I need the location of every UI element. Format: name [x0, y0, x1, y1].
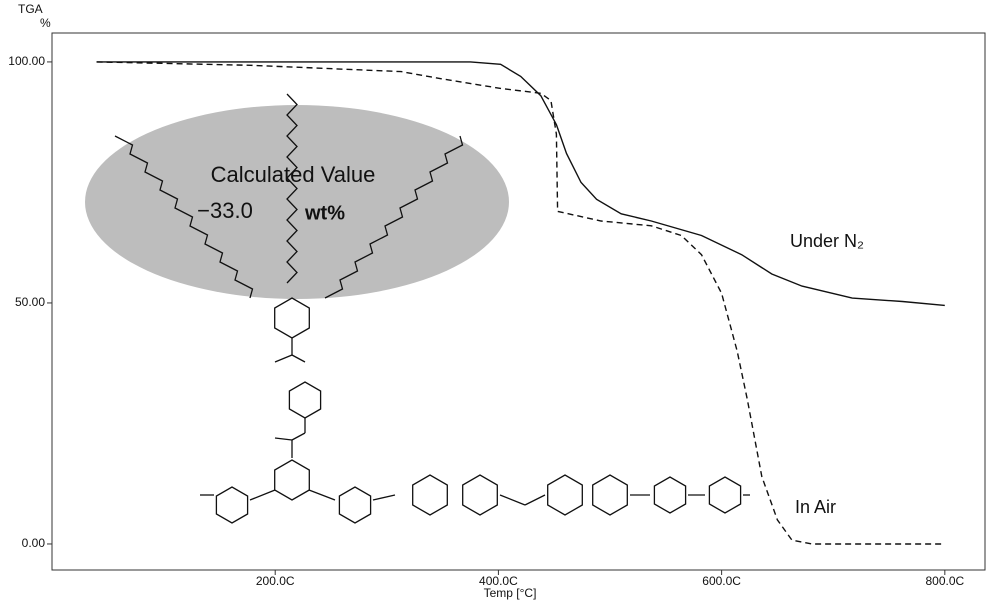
alkyl-chain: [114, 135, 254, 299]
bond: [291, 354, 306, 363]
series-line: [96, 61, 945, 545]
bond: [249, 489, 276, 501]
ring: [215, 486, 249, 524]
annotation: −33.0: [197, 198, 253, 223]
bond: [372, 494, 396, 501]
annotation: Calculated Value: [211, 162, 376, 187]
series-label: In Air: [795, 497, 836, 517]
y-axis-label: TGA: [18, 2, 43, 16]
bond: [499, 494, 526, 506]
y-axis-unit: %: [40, 16, 51, 30]
ring: [274, 459, 310, 501]
y-tick-label: 0.00: [22, 536, 46, 550]
bond: [524, 494, 546, 506]
bond: [308, 489, 336, 501]
x-tick-label: 200.0C: [256, 574, 295, 588]
bond: [274, 437, 293, 441]
series-label: Under N₂: [790, 231, 864, 251]
alkyl-chain: [286, 93, 298, 284]
x-tick-label: 400.0C: [479, 574, 518, 588]
ring: [653, 476, 687, 514]
ring: [274, 297, 310, 339]
ring: [592, 474, 628, 516]
ring: [462, 474, 498, 516]
highlight-ellipse: [85, 105, 509, 299]
alkyl-chain: [324, 135, 464, 299]
ring: [708, 476, 742, 514]
y-tick-label: 50.00: [15, 295, 45, 309]
ring: [338, 486, 372, 524]
molecule: [114, 93, 750, 524]
ring: [412, 474, 448, 516]
bond: [274, 354, 293, 363]
y-tick-label: 100.00: [8, 54, 45, 68]
bond: [291, 432, 306, 441]
x-tick-label: 800.0C: [925, 574, 964, 588]
ring: [288, 381, 322, 419]
x-axis-label: Temp [°C]: [484, 586, 537, 600]
ring: [547, 474, 583, 516]
annotation: wt%: [304, 202, 345, 224]
plot-frame: [51, 32, 986, 571]
series-line: [96, 61, 945, 307]
x-tick-label: 600.0C: [702, 574, 741, 588]
